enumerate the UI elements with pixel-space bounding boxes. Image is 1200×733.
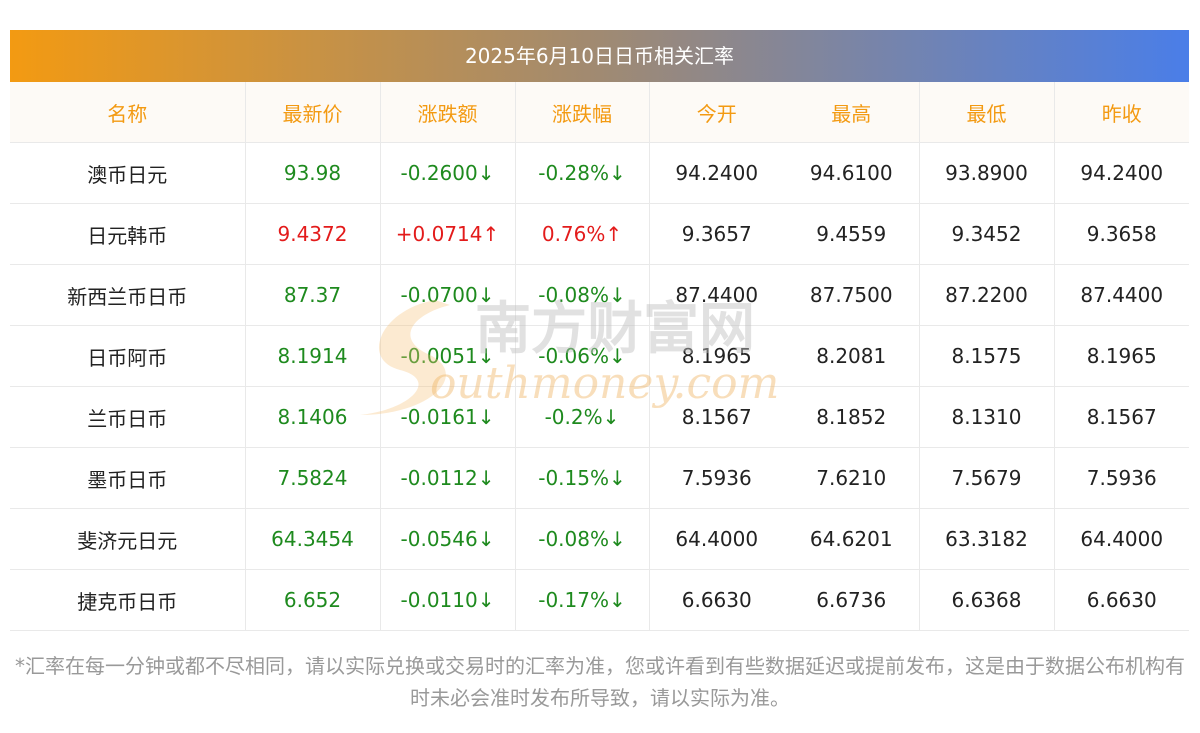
cell-prev: 9.3658 — [1054, 203, 1189, 265]
cell-name: 捷克币日币 — [10, 569, 246, 631]
cell-prev: 94.2400 — [1054, 142, 1189, 204]
col-header-low: 最低 — [919, 82, 1055, 143]
col-header-high: 最高 — [784, 82, 920, 143]
exchange-rate-table: 名称 最新价 涨跌额 涨跌幅 今开 最高 最低 昨收 澳币日元 93.98 -0.2… — [10, 82, 1189, 631]
disclaimer-footnote: *汇率在每一分钟或都不尽相同，请以实际兑换或交易时的汇率为准，您或许看到有些数据… — [15, 654, 1185, 710]
cell-open: 8.1965 — [649, 325, 784, 387]
table-title: 2025年6月10日日币相关汇率 — [10, 30, 1189, 82]
cell-pct: -0.08%↓ — [515, 508, 650, 570]
cell-change: -0.0051↓ — [380, 325, 516, 387]
cell-high: 6.6736 — [784, 569, 920, 631]
cell-open: 7.5936 — [649, 447, 784, 509]
col-header-change: 涨跌额 — [380, 82, 516, 143]
cell-last: 9.4372 — [245, 203, 381, 265]
cell-pct: -0.08%↓ — [515, 264, 650, 326]
cell-prev: 87.4400 — [1054, 264, 1189, 326]
table-row: 新西兰币日币 87.37 -0.0700↓ -0.08%↓ 87.4400 87.7500… — [10, 264, 1189, 326]
cell-pct: -0.28%↓ — [515, 142, 650, 204]
cell-name: 日币阿币 — [10, 325, 246, 387]
cell-open: 8.1567 — [649, 386, 784, 448]
table-row: 日币阿币 8.1914 -0.0051↓ -0.06%↓ 8.1965 8.2081 8.1… — [10, 325, 1189, 387]
cell-open: 64.4000 — [649, 508, 784, 570]
cell-name: 日元韩币 — [10, 203, 246, 265]
cell-last: 7.5824 — [245, 447, 381, 509]
cell-prev: 7.5936 — [1054, 447, 1189, 509]
cell-high: 64.6201 — [784, 508, 920, 570]
col-header-last: 最新价 — [245, 82, 381, 143]
table-row: 澳币日元 93.98 -0.2600↓ -0.28%↓ 94.2400 94.6100 93… — [10, 142, 1189, 204]
cell-name: 澳币日元 — [10, 142, 246, 204]
table-header-row: 名称 最新价 涨跌额 涨跌幅 今开 最高 最低 昨收 — [10, 82, 1189, 143]
table-row: 兰币日币 8.1406 -0.0161↓ -0.2%↓ 8.1567 8.1852 8.13… — [10, 386, 1189, 448]
cell-high: 87.7500 — [784, 264, 920, 326]
cell-last: 8.1406 — [245, 386, 381, 448]
col-header-open: 今开 — [649, 82, 784, 143]
cell-pct: -0.06%↓ — [515, 325, 650, 387]
cell-prev: 8.1965 — [1054, 325, 1189, 387]
cell-pct: -0.2%↓ — [515, 386, 650, 448]
table-row: 捷克币日币 6.652 -0.0110↓ -0.17%↓ 6.6630 6.6736 6.6… — [10, 569, 1189, 631]
cell-prev: 8.1567 — [1054, 386, 1189, 448]
cell-last: 6.652 — [245, 569, 381, 631]
col-header-prev: 昨收 — [1054, 82, 1189, 143]
cell-last: 87.37 — [245, 264, 381, 326]
cell-last: 93.98 — [245, 142, 381, 204]
cell-prev: 6.6630 — [1054, 569, 1189, 631]
cell-open: 9.3657 — [649, 203, 784, 265]
cell-prev: 64.4000 — [1054, 508, 1189, 570]
cell-pct: -0.15%↓ — [515, 447, 650, 509]
table-row: 墨币日币 7.5824 -0.0112↓ -0.15%↓ 7.5936 7.6210 7.5… — [10, 447, 1189, 509]
cell-change: -0.0110↓ — [380, 569, 516, 631]
cell-low: 63.3182 — [919, 508, 1055, 570]
cell-low: 7.5679 — [919, 447, 1055, 509]
col-header-pct: 涨跌幅 — [515, 82, 650, 143]
cell-change: -0.2600↓ — [380, 142, 516, 204]
cell-low: 9.3452 — [919, 203, 1055, 265]
cell-low: 8.1310 — [919, 386, 1055, 448]
rate-table-card: 2025年6月10日日币相关汇率 名称 最新价 涨跌额 涨跌幅 今开 最高 最低… — [10, 30, 1189, 631]
cell-open: 87.4400 — [649, 264, 784, 326]
col-header-name: 名称 — [10, 82, 246, 143]
cell-open: 94.2400 — [649, 142, 784, 204]
cell-change: -0.0546↓ — [380, 508, 516, 570]
cell-name: 兰币日币 — [10, 386, 246, 448]
cell-name: 新西兰币日币 — [10, 264, 246, 326]
cell-low: 93.8900 — [919, 142, 1055, 204]
cell-change: -0.0700↓ — [380, 264, 516, 326]
cell-change: -0.0161↓ — [380, 386, 516, 448]
cell-low: 6.6368 — [919, 569, 1055, 631]
cell-pct: -0.17%↓ — [515, 569, 650, 631]
cell-name: 墨币日币 — [10, 447, 246, 509]
cell-pct: 0.76%↑ — [515, 203, 650, 265]
cell-high: 9.4559 — [784, 203, 920, 265]
cell-change: +0.0714↑ — [380, 203, 516, 265]
table-row: 日元韩币 9.4372 +0.0714↑ 0.76%↑ 9.3657 9.4559 9.34… — [10, 203, 1189, 265]
table-row: 斐济元日元 64.3454 -0.0546↓ -0.08%↓ 64.4000 64.620… — [10, 508, 1189, 570]
cell-high: 94.6100 — [784, 142, 920, 204]
cell-change: -0.0112↓ — [380, 447, 516, 509]
cell-low: 87.2200 — [919, 264, 1055, 326]
cell-last: 8.1914 — [245, 325, 381, 387]
cell-open: 6.6630 — [649, 569, 784, 631]
cell-name: 斐济元日元 — [10, 508, 246, 570]
cell-low: 8.1575 — [919, 325, 1055, 387]
cell-high: 7.6210 — [784, 447, 920, 509]
cell-high: 8.1852 — [784, 386, 920, 448]
cell-high: 8.2081 — [784, 325, 920, 387]
cell-last: 64.3454 — [245, 508, 381, 570]
